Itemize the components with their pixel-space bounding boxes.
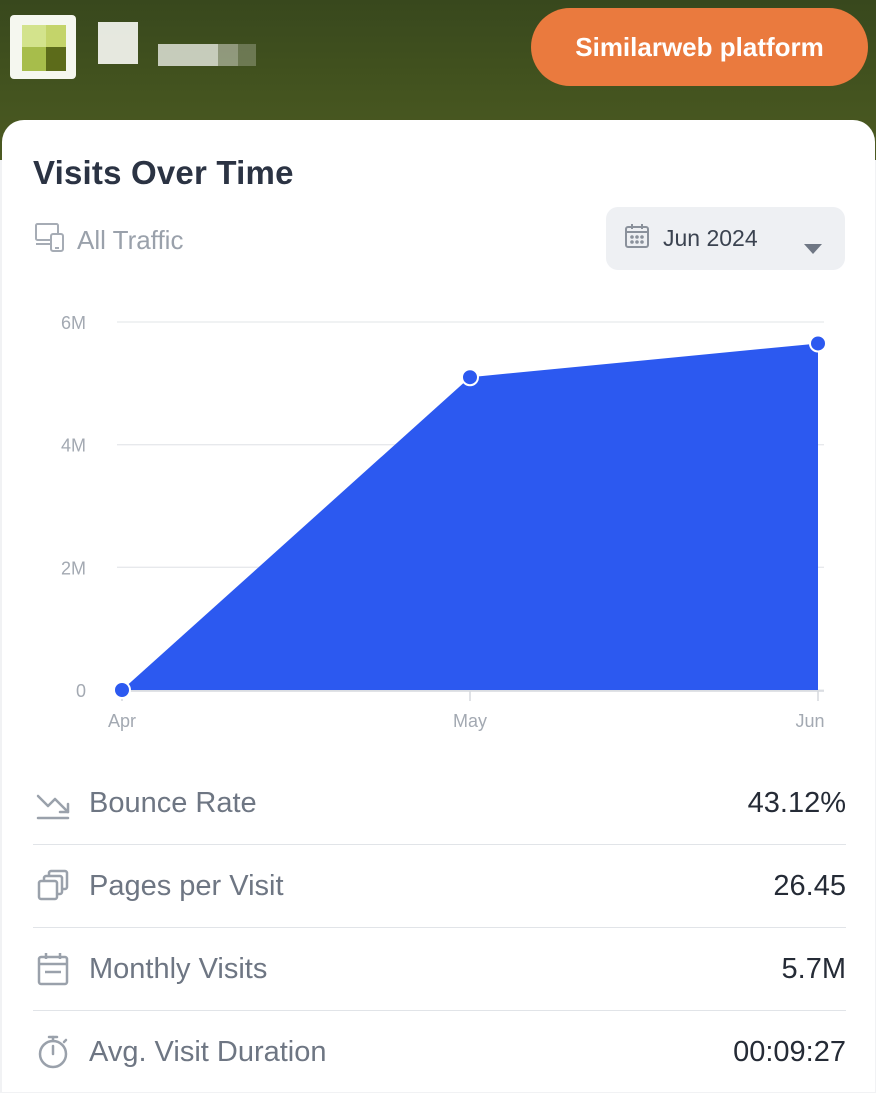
metric-value: 26.45 [773,869,846,902]
chevron-down-icon [803,234,823,261]
data-point [809,334,827,353]
metric-label: Bounce Rate [89,786,257,819]
stopwatch-icon [33,1032,73,1072]
y-tick-label: 4M [61,436,86,456]
traffic-filter-label: All Traffic [77,224,184,255]
metric-label: Monthly Visits [89,952,268,985]
traffic-filter[interactable]: All Traffic [33,220,183,260]
trend-arrow-icon [33,783,73,823]
area-fill [122,343,818,690]
devices-icon [33,220,77,261]
blurred-site-name [98,22,138,64]
visits-area-chart: 0 2M 4M 6M Apr May Jun [61,313,827,731]
metric-row-bounce-rate: Bounce Rate 43.12% [33,762,846,845]
y-tick-label: 2M [61,558,86,578]
calendar-icon [33,949,73,989]
x-tick-label: Apr [108,711,136,731]
metric-value: 5.7M [781,952,846,985]
x-tick-label: Jun [795,711,824,731]
data-point [113,681,131,699]
pages-stack-icon [33,866,73,906]
metric-row-pages-per-visit: Pages per Visit 26.45 [33,845,846,928]
date-selector[interactable]: Jun 2024 [606,207,845,270]
card-title: Visits Over Time [33,154,294,191]
metric-value: 43.12% [747,786,846,819]
metric-row-avg-visit-duration: Avg. Visit Duration 00:09:27 [33,1011,846,1093]
calendar-icon [623,222,651,256]
metric-value: 00:09:27 [733,1035,846,1068]
metrics-list: Bounce Rate 43.12% Pages per Visit 26.45… [33,762,846,1093]
metric-label: Pages per Visit [89,869,284,902]
date-selector-label: Jun 2024 [663,225,758,251]
data-point [461,368,479,387]
metric-row-monthly-visits: Monthly Visits 5.7M [33,928,846,1011]
x-tick-label: May [453,711,487,731]
y-tick-label: 0 [76,681,86,701]
metric-label: Avg. Visit Duration [89,1035,327,1068]
site-logo [10,15,76,79]
similarweb-platform-button[interactable]: Similarweb platform [531,8,868,86]
y-tick-label: 6M [61,313,86,333]
